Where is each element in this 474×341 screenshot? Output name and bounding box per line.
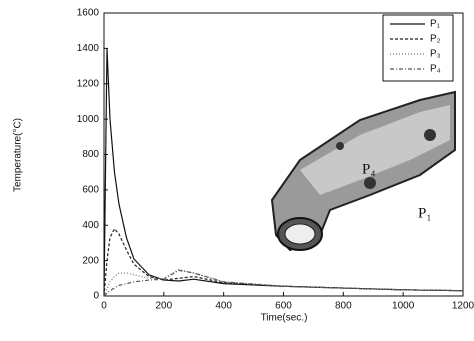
x-tick-label: 0 xyxy=(101,301,107,312)
x-tick-label: 800 xyxy=(335,301,352,312)
y-tick-label: 0 xyxy=(93,291,99,302)
y-tick-label: 1600 xyxy=(77,8,100,19)
page: P₄ P₁ Time(sec.) Temperature(°C) 0 200 400… xyxy=(0,0,474,341)
annotation: P₁ xyxy=(418,205,432,221)
y-tick-label: 1000 xyxy=(77,114,100,125)
y-tick-label: 800 xyxy=(82,149,99,160)
y-tick-label: 1400 xyxy=(77,43,100,54)
legend-label: P₄ xyxy=(430,64,441,75)
y-tick-label: 1200 xyxy=(77,78,100,89)
y-tick-label: 200 xyxy=(82,255,99,266)
annotation: P₄ xyxy=(362,161,376,177)
x-tick-label: 1000 xyxy=(392,301,415,312)
legend-label: P₁ xyxy=(430,19,441,30)
legend-label: P₂ xyxy=(430,34,441,45)
x-tick-label: 400 xyxy=(215,301,232,312)
chart: P₄ P₁ Time(sec.) Temperature(°C) 0 200 400… xyxy=(0,0,474,341)
legend-label: P₃ xyxy=(430,49,441,60)
x-tick-label: 600 xyxy=(275,301,292,312)
legend xyxy=(383,15,453,81)
x-tick-label: 1200 xyxy=(452,301,474,312)
y-tick-label: 400 xyxy=(82,220,99,231)
y-axis-label: Temperature(°C) xyxy=(13,118,24,192)
x-axis-label: Time(sec.) xyxy=(261,313,308,324)
y-tick-label: 600 xyxy=(82,185,99,196)
x-tick-label: 200 xyxy=(155,301,172,312)
